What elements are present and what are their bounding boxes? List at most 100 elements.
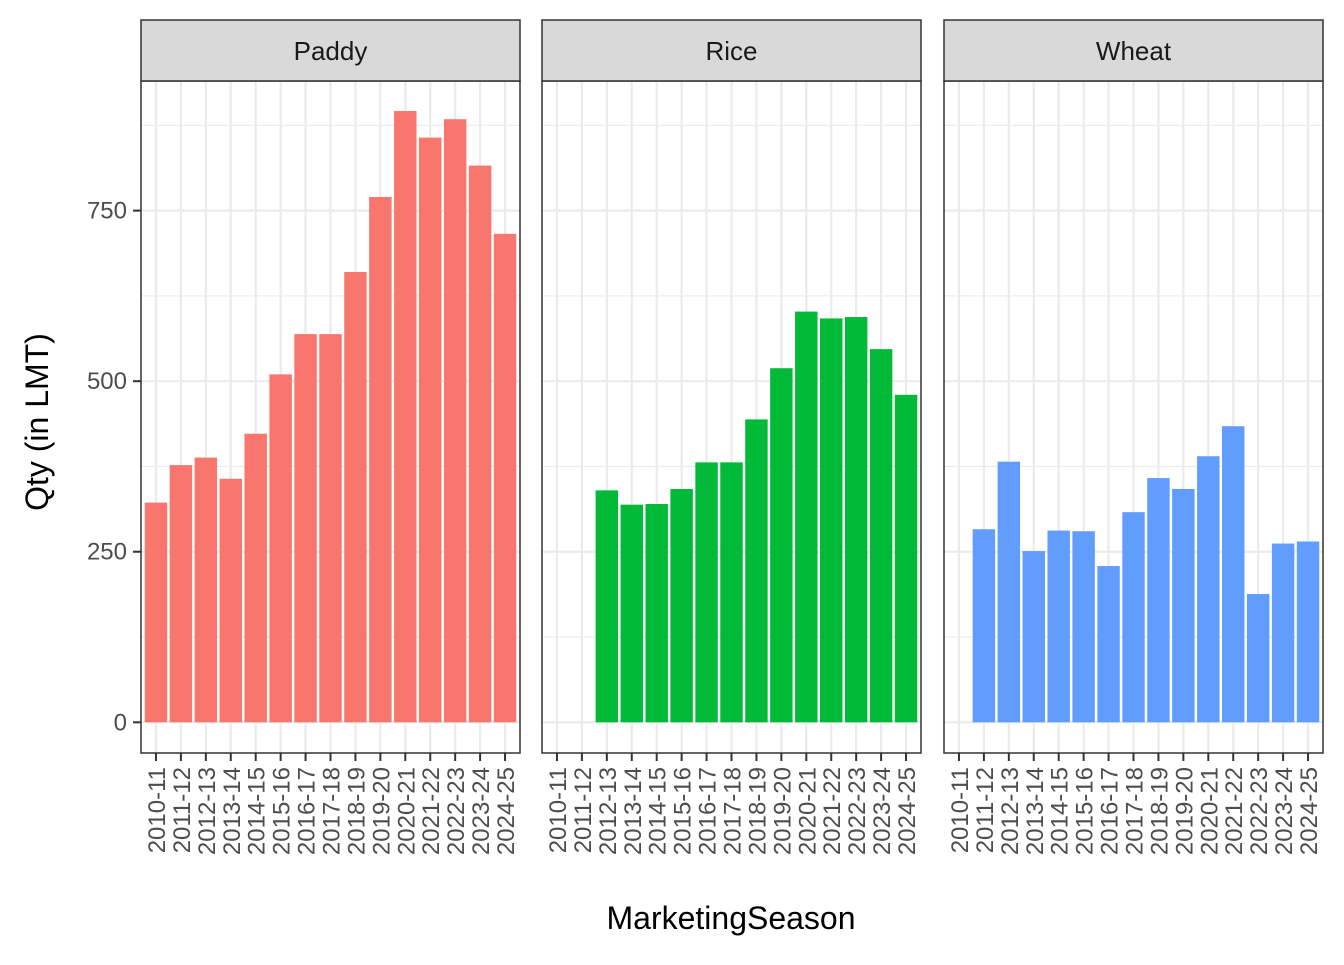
bar-wheat-2019-20 bbox=[1172, 488, 1195, 723]
bar-rice-2019-20 bbox=[770, 368, 793, 723]
x-tick-label: 2014-15 bbox=[244, 767, 271, 855]
x-tick-label: 2015-16 bbox=[670, 767, 697, 855]
x-tick-label: 2013-14 bbox=[620, 767, 647, 855]
x-tick-label: 2013-14 bbox=[1022, 767, 1049, 855]
x-tick-label: 2023-24 bbox=[1271, 767, 1298, 855]
x-tick-label: 2015-16 bbox=[269, 767, 296, 855]
facet-strip bbox=[541, 19, 922, 82]
x-tick-label: 2019-20 bbox=[1171, 767, 1198, 855]
x-tick-label: 2020-21 bbox=[794, 767, 821, 855]
x-tick-label: 2010-11 bbox=[144, 767, 171, 853]
y-axis-title: Qty (in LMT) bbox=[19, 333, 55, 511]
x-tick-label: 2012-13 bbox=[595, 767, 622, 855]
bar-paddy-2022-23 bbox=[443, 119, 467, 723]
x-tick-label: 2012-13 bbox=[194, 767, 221, 855]
x-axis-title: MarketingSeason bbox=[606, 900, 855, 936]
x-tick-label: 2010-11 bbox=[947, 767, 974, 853]
bar-wheat-2020-21 bbox=[1197, 456, 1220, 723]
bar-paddy-2023-24 bbox=[468, 165, 492, 723]
bar-rice-2020-21 bbox=[795, 311, 818, 723]
bar-paddy-2011-12 bbox=[169, 465, 193, 723]
bar-wheat-2023-24 bbox=[1271, 543, 1295, 723]
bar-paddy-2013-14 bbox=[219, 478, 242, 723]
y-tick-label: 250 bbox=[87, 539, 127, 566]
facet-strip bbox=[943, 19, 1324, 82]
bar-rice-2018-19 bbox=[745, 419, 768, 723]
x-tick-label: 2024-25 bbox=[1296, 767, 1323, 855]
bar-rice-2016-17 bbox=[695, 462, 718, 723]
x-tick-label: 2013-14 bbox=[219, 767, 246, 855]
bar-wheat-2016-17 bbox=[1097, 566, 1120, 723]
x-tick-label: 2018-19 bbox=[1146, 767, 1173, 855]
x-tick-label: 2016-17 bbox=[294, 767, 321, 855]
x-tick-label: 2016-17 bbox=[1097, 767, 1124, 855]
x-tick-label: 2020-21 bbox=[393, 767, 420, 855]
bar-rice-2017-18 bbox=[720, 462, 743, 723]
bar-paddy-2010-11 bbox=[144, 502, 168, 723]
facet-strip-label: Rice bbox=[705, 36, 757, 66]
bar-wheat-2013-14 bbox=[1022, 551, 1045, 723]
x-tick-label: 2015-16 bbox=[1072, 767, 1099, 855]
x-tick-label: 2018-19 bbox=[343, 767, 370, 855]
x-tick-label: 2011-12 bbox=[972, 767, 999, 853]
bar-paddy-2019-20 bbox=[369, 196, 392, 723]
x-tick-label: 2023-24 bbox=[468, 767, 495, 855]
x-tick-label: 2024-25 bbox=[894, 767, 921, 855]
x-tick-label: 2019-20 bbox=[368, 767, 395, 855]
x-tick-label: 2014-15 bbox=[1047, 767, 1074, 855]
x-tick-label: 2011-12 bbox=[169, 767, 196, 853]
bar-rice-2015-16 bbox=[670, 488, 693, 723]
x-tick-label: 2022-23 bbox=[1246, 767, 1273, 855]
facet-strip-label: Paddy bbox=[294, 36, 368, 66]
x-tick-label: 2011-12 bbox=[570, 767, 597, 853]
x-tick-label: 2020-21 bbox=[1196, 767, 1223, 855]
bar-paddy-2021-22 bbox=[419, 137, 442, 723]
x-tick-label: 2018-19 bbox=[744, 767, 771, 855]
bar-rice-2012-13 bbox=[595, 490, 619, 723]
bar-wheat-2014-15 bbox=[1047, 530, 1070, 723]
bar-wheat-2012-13 bbox=[997, 461, 1021, 723]
x-tick-label: 2022-23 bbox=[443, 767, 470, 855]
bar-paddy-2015-16 bbox=[269, 374, 292, 723]
y-tick-label: 500 bbox=[87, 368, 127, 395]
bar-paddy-2024-25 bbox=[493, 233, 517, 723]
bar-rice-2021-22 bbox=[820, 318, 843, 723]
x-tick-label: 2016-17 bbox=[695, 767, 722, 855]
bar-wheat-2024-25 bbox=[1296, 541, 1320, 723]
panel-paddy: Paddy 2010-112011-122012-132013-142014-15… bbox=[140, 19, 521, 855]
bar-wheat-2011-12 bbox=[972, 529, 996, 723]
bar-rice-2013-14 bbox=[620, 504, 643, 723]
bar-wheat-2015-16 bbox=[1072, 531, 1095, 723]
y-tick-label: 750 bbox=[87, 198, 127, 225]
x-tick-label: 2017-18 bbox=[319, 767, 346, 855]
x-tick-label: 2021-22 bbox=[418, 767, 445, 855]
bar-wheat-2018-19 bbox=[1147, 478, 1170, 723]
bar-wheat-2021-22 bbox=[1222, 426, 1245, 723]
bar-paddy-2017-18 bbox=[319, 334, 342, 723]
bar-rice-2014-15 bbox=[645, 503, 668, 723]
facet-strip-label: Wheat bbox=[1096, 36, 1172, 66]
bar-paddy-2018-19 bbox=[344, 272, 367, 723]
y-tick-label: 0 bbox=[114, 709, 127, 736]
bar-rice-2022-23 bbox=[844, 317, 868, 723]
bar-rice-2024-25 bbox=[894, 394, 918, 723]
bar-paddy-2020-21 bbox=[394, 111, 417, 723]
x-tick-label: 2014-15 bbox=[645, 767, 672, 855]
x-tick-label: 2017-18 bbox=[720, 767, 747, 855]
panel-wheat: Wheat 2010-112011-122012-132013-142014-15… bbox=[943, 19, 1324, 855]
bar-wheat-2022-23 bbox=[1246, 594, 1270, 723]
x-tick-label: 2017-18 bbox=[1122, 767, 1149, 855]
panel-rice: Rice2010-112011-122012-132013-142014-152… bbox=[541, 19, 922, 855]
x-tick-label: 2021-22 bbox=[1221, 767, 1248, 855]
x-tick-label: 2024-25 bbox=[493, 767, 520, 855]
x-tick-label: 2012-13 bbox=[997, 767, 1024, 855]
facet-strip bbox=[140, 19, 521, 82]
x-tick-label: 2010-11 bbox=[545, 767, 572, 853]
bar-paddy-2014-15 bbox=[244, 433, 267, 723]
x-tick-label: 2021-22 bbox=[819, 767, 846, 855]
bar-rice-2023-24 bbox=[869, 349, 893, 723]
x-tick-label: 2022-23 bbox=[844, 767, 871, 855]
x-tick-label: 2023-24 bbox=[869, 767, 896, 855]
